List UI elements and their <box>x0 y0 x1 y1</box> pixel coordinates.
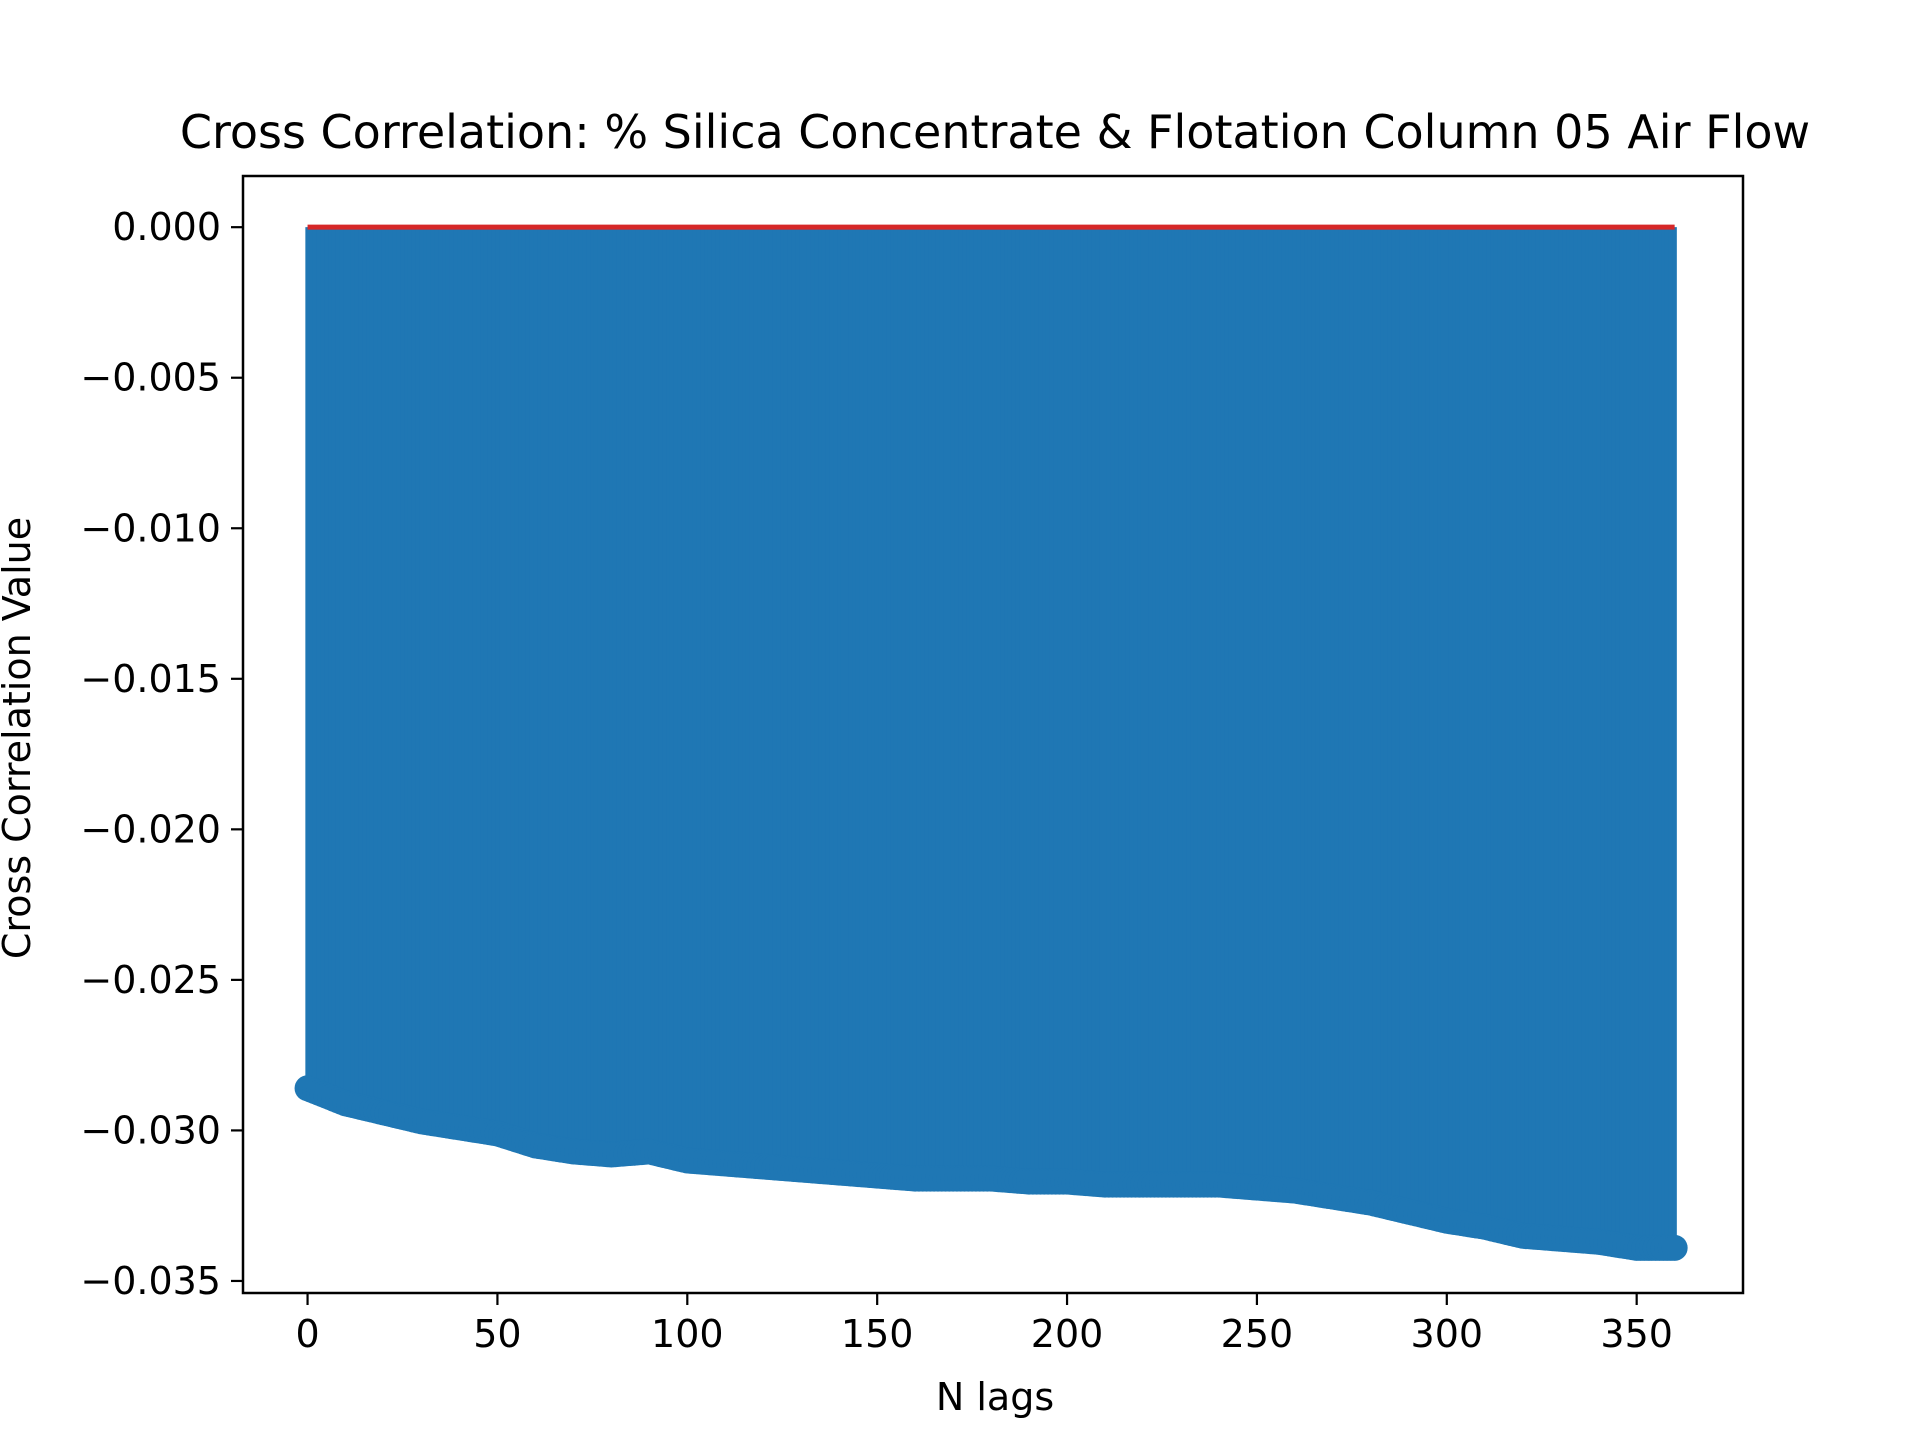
y-axis-label: Cross Correlation Value <box>0 517 39 959</box>
y-tick-label: −0.005 <box>80 356 221 400</box>
x-tick-label: 200 <box>1031 1312 1104 1356</box>
y-tick-label: −0.035 <box>80 1259 221 1303</box>
plot-area <box>294 224 1688 1261</box>
axes: 0 50 100 150 200 250 300 350 0.000 −0.005 −0.010 −0… <box>80 174 1745 1356</box>
x-tick-label: 350 <box>1600 1312 1673 1356</box>
plot-frame <box>241 174 1745 1295</box>
x-tick-label: 250 <box>1221 1312 1294 1356</box>
y-tick-label: −0.020 <box>80 807 221 851</box>
chart-title: Cross Correlation: % Silica Concentrate … <box>180 105 1810 159</box>
x-tick-label: 150 <box>841 1312 914 1356</box>
y-tick-label: −0.010 <box>80 506 221 550</box>
y-tick-label: −0.015 <box>80 657 221 701</box>
x-axis-label: N lags <box>936 1375 1054 1419</box>
x-tick-label: 300 <box>1411 1312 1484 1356</box>
stem-markers <box>294 1075 1688 1261</box>
x-tick-label: 100 <box>651 1312 724 1356</box>
x-tick-label: 0 <box>295 1312 319 1356</box>
x-tick-label: 50 <box>473 1312 521 1356</box>
stem-lines <box>305 227 1677 1248</box>
y-tick-label: −0.030 <box>80 1108 221 1152</box>
y-tick-label: −0.025 <box>80 958 221 1002</box>
stem-marker <box>1661 1234 1688 1261</box>
y-tick-label: 0.000 <box>112 205 221 249</box>
